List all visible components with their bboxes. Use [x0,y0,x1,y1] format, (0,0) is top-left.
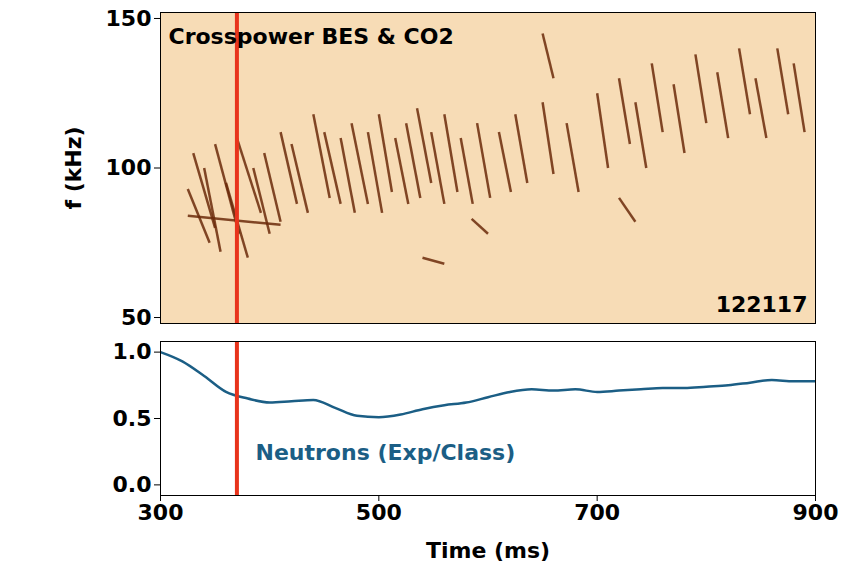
svg-text:100: 100 [106,155,152,180]
svg-text:900: 900 [793,500,839,525]
svg-text:500: 500 [356,500,402,525]
svg-text:Crosspower BES & CO2: Crosspower BES & CO2 [169,24,454,49]
svg-text:300: 300 [138,500,184,525]
svg-text:0.0: 0.0 [113,472,152,497]
svg-text:0.5: 0.5 [113,406,152,431]
svg-text:Time (ms): Time (ms) [426,538,550,563]
svg-text:150: 150 [106,6,152,31]
svg-text:Neutrons (Exp/Class): Neutrons (Exp/Class) [256,440,516,465]
svg-text:1.0: 1.0 [113,339,152,364]
svg-text:700: 700 [574,500,620,525]
svg-text:122117: 122117 [716,292,808,317]
svg-text:50: 50 [121,305,152,330]
svg-text:f (kHz): f (kHz) [61,126,86,209]
